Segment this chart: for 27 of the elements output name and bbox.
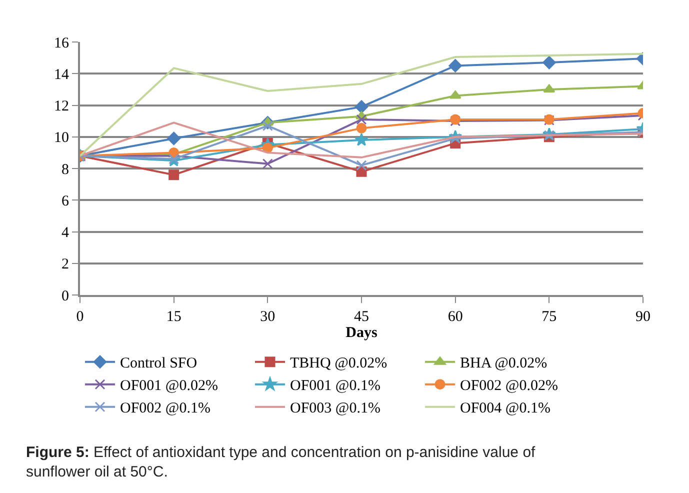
- legend-label: OF001 @0.02%: [120, 378, 218, 394]
- legend-label: TBHQ @0.02%: [290, 356, 388, 372]
- legend-label: OF001 @0.1%: [290, 378, 380, 394]
- x-tick-label: 15: [166, 309, 182, 325]
- y-tick-label: 16: [54, 35, 70, 52]
- y-tick-label: 14: [54, 66, 70, 83]
- x-tick-label: 45: [354, 309, 369, 325]
- legend-label: OF002 @0.1%: [120, 400, 210, 417]
- legend-label: BHA @0.02%: [460, 356, 548, 372]
- x-axis-title: Days: [346, 325, 378, 341]
- y-tick-label: 12: [54, 98, 69, 114]
- x-tick-label: 60: [448, 309, 463, 325]
- y-tick-label: 4: [62, 225, 70, 241]
- y-tick-label: 2: [62, 256, 69, 273]
- y-tick-label: 10: [54, 130, 69, 146]
- y-tick-label: 0: [62, 288, 69, 304]
- legend-label: Control SFO: [120, 356, 198, 372]
- x-tick-label: 75: [542, 309, 557, 325]
- y-tick-label: 6: [62, 193, 70, 210]
- caption: Figure 5: Effect of antioxidant type and concentration on p-anisidine value of sunflower oil at 50°C.: [26, 444, 536, 480]
- legend-label: OF004 @0.1%: [460, 400, 550, 417]
- x-tick-label: 30: [260, 309, 276, 325]
- legend-label: OF002 @0.02%: [460, 378, 558, 394]
- x-tick-label: 90: [636, 309, 650, 325]
- legend-label: OF003 @0.1%: [290, 400, 380, 417]
- x-tick-label: 0: [76, 309, 84, 325]
- y-tick-label: 8: [62, 162, 69, 178]
